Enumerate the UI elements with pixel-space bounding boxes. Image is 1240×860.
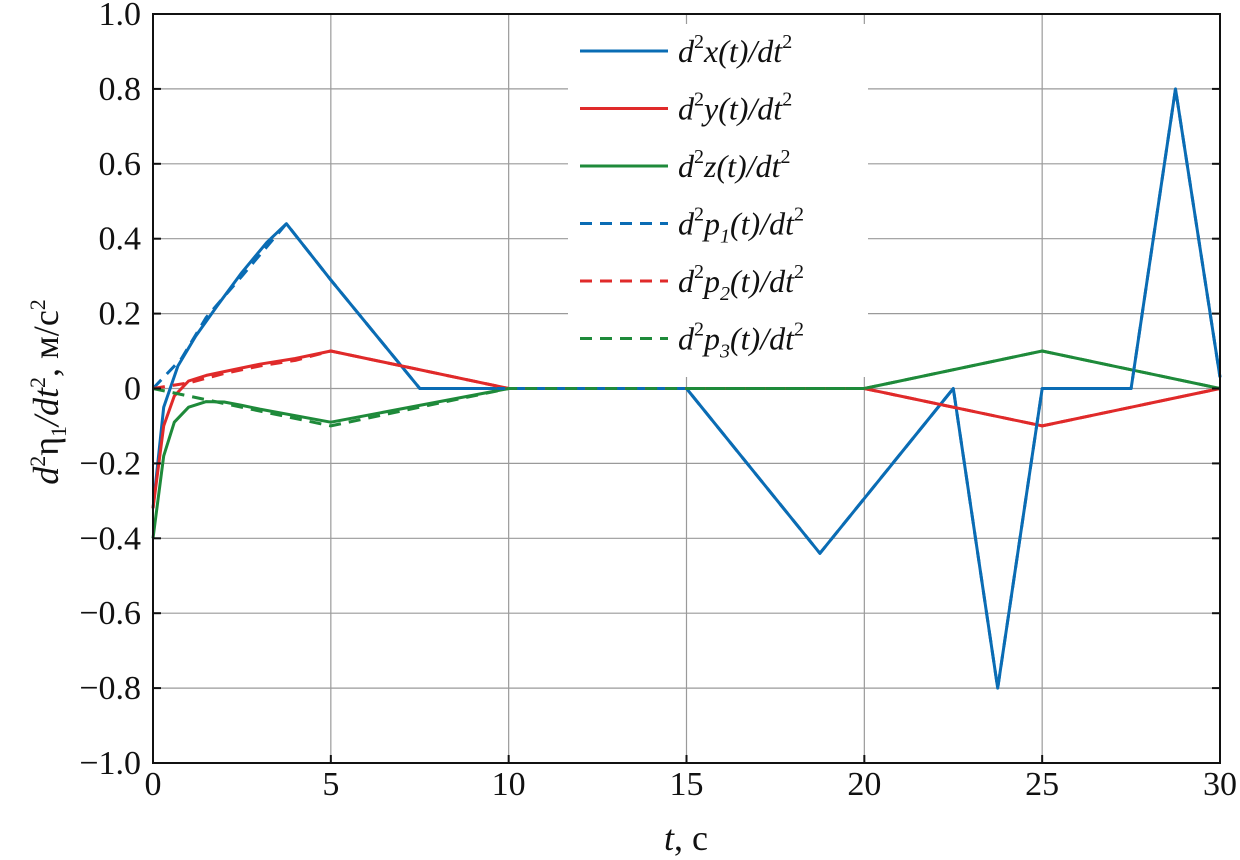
y-tick-labels: 1.0 0.8 0.6 0.4 0.2 0 −0.2 −0.4 −0.6 −0.8 −1.0 bbox=[79, 0, 141, 782]
series-line-5 bbox=[152, 349, 1221, 428]
legend: d2x(t)/dt2 d2y(t)/dt2 d2z(t)/dt2 d2p1(t)/dt… bbox=[568, 24, 868, 377]
series-layer bbox=[151, 87, 1222, 690]
x-tick-label: 15 bbox=[670, 766, 704, 803]
y-tick-label: −0.6 bbox=[79, 595, 141, 632]
legend-label: d2x(t)/dt2 bbox=[678, 31, 792, 69]
x-axis-label: t, c bbox=[664, 818, 708, 858]
y-tick-label: 0.6 bbox=[99, 146, 142, 183]
y-tick-label: 0.8 bbox=[99, 71, 142, 108]
x-tick-label: 25 bbox=[1025, 766, 1059, 803]
y-tick-label: −0.2 bbox=[79, 445, 141, 482]
series-line-3 bbox=[151, 349, 1221, 539]
x-tick-label: 20 bbox=[847, 766, 881, 803]
legend-label: d2p1(t)/dt2 bbox=[678, 204, 804, 248]
x-tick-label: 5 bbox=[322, 766, 339, 803]
series-line-4 bbox=[151, 87, 1222, 690]
legend-box bbox=[568, 24, 868, 377]
legend-label: d2y(t)/dt2 bbox=[678, 89, 792, 127]
y-axis-label: d2η1/dt2, м/с2 bbox=[25, 299, 71, 485]
x-tick-label: 0 bbox=[145, 766, 162, 803]
y-tick-label: −0.8 bbox=[79, 670, 141, 707]
legend-label: d2z(t)/dt2 bbox=[678, 146, 790, 184]
y-tick-label: −0.4 bbox=[79, 520, 141, 557]
x-tick-labels: 0 5 10 15 20 25 30 bbox=[145, 766, 1238, 803]
tick-marks bbox=[152, 13, 1221, 764]
x-tick-label: 30 bbox=[1203, 766, 1237, 803]
y-tick-label: 0.2 bbox=[99, 296, 142, 333]
y-tick-label: −1.0 bbox=[79, 745, 141, 782]
y-tick-label: 1.0 bbox=[99, 0, 142, 33]
y-tick-label: 0.4 bbox=[99, 221, 142, 258]
y-tick-label: 0 bbox=[124, 371, 141, 408]
legend-label: d2p2(t)/dt2 bbox=[678, 261, 804, 305]
x-tick-label: 10 bbox=[492, 766, 526, 803]
legend-label: d2p3(t)/dt2 bbox=[678, 319, 804, 363]
series-line-6 bbox=[152, 349, 1221, 428]
